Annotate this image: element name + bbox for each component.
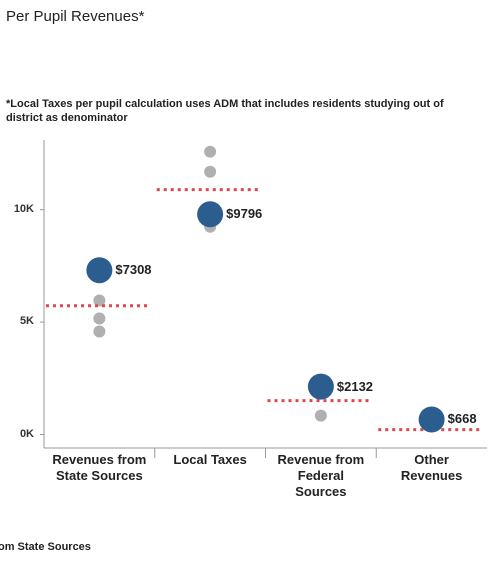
x-tick-label: Revenues from State Sources: [52, 452, 147, 483]
comparison-dot: [204, 145, 217, 158]
value-dot: [197, 201, 224, 228]
y-tick-label: 10K: [13, 202, 34, 215]
value-dot: [418, 406, 445, 433]
y-tick-label: 5K: [19, 315, 34, 328]
value-label: $668: [447, 411, 477, 427]
comparison-dot: [204, 165, 217, 178]
value-label: $7308: [115, 262, 152, 278]
chart-title: Per Pupil Revenues*: [6, 8, 145, 25]
comparison-dot: [314, 409, 327, 422]
x-tick-label: Other Revenues: [400, 452, 463, 483]
x-tick-label: Local Taxes: [173, 452, 247, 467]
y-tick-label: 0K: [19, 427, 34, 440]
value-dot: [86, 257, 113, 284]
footer-text: om State Sources: [0, 541, 91, 553]
comparison-dot: [93, 312, 106, 325]
value-dot: [307, 373, 334, 400]
value-label: $9796: [226, 206, 263, 222]
comparison-dot: [93, 325, 106, 338]
comparison-dot: [93, 294, 106, 307]
x-tick-label: Revenue from Federal Sources: [277, 452, 365, 499]
value-label: $2132: [336, 378, 374, 394]
chart-subtitle: *Local Taxes per pupil calculation uses …: [6, 98, 444, 124]
